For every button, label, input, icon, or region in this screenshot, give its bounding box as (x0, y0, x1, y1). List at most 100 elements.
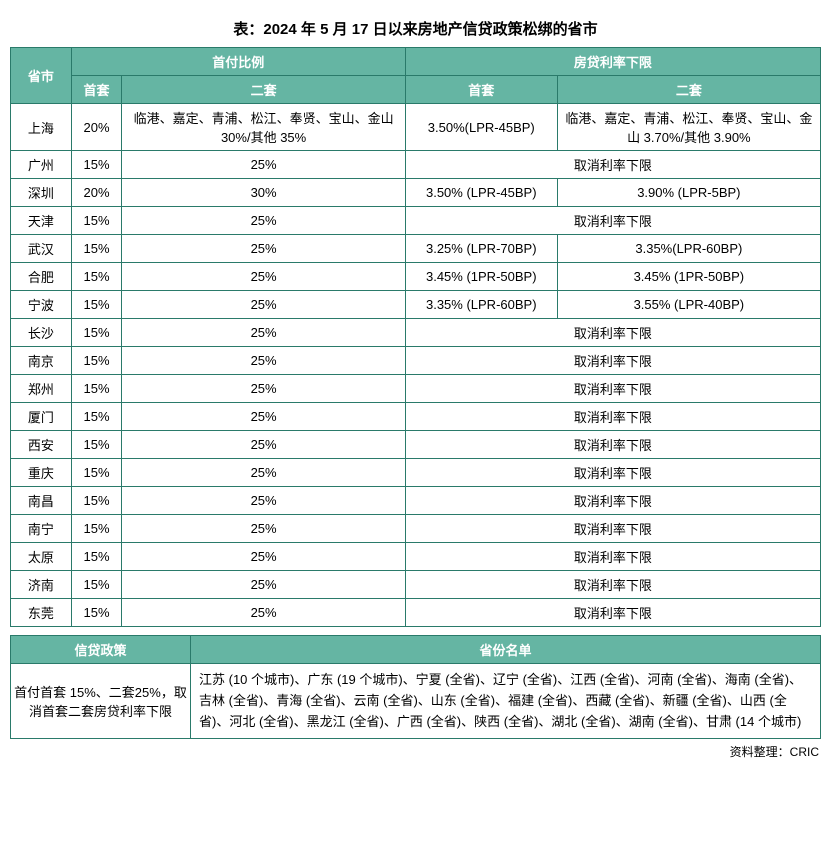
table-row: 深圳20%30%3.50% (LPR-45BP)3.90% (LPR-5BP) (11, 179, 821, 207)
cell-dp-second: 25% (122, 207, 406, 235)
table-row: 西安15%25%取消利率下限 (11, 431, 821, 459)
cell-dp-first: 15% (71, 515, 122, 543)
cell-rate-merged: 取消利率下限 (405, 431, 820, 459)
cell-city: 济南 (11, 571, 72, 599)
cell-rate-first: 3.25% (LPR-70BP) (405, 235, 557, 263)
cell-dp-second: 25% (122, 319, 406, 347)
policy-cell: 首付首套 15%、二套25%，取消首套二套房贷利率下限 (11, 664, 191, 739)
cell-rate-first: 3.50% (LPR-45BP) (405, 179, 557, 207)
cell-dp-first: 15% (71, 291, 122, 319)
cell-dp-first: 15% (71, 543, 122, 571)
cell-dp-first: 20% (71, 179, 122, 207)
bottom-table: 信贷政策 省份名单 首付首套 15%、二套25%，取消首套二套房贷利率下限 江苏… (10, 635, 821, 739)
th-downpayment: 首付比例 (71, 48, 405, 76)
cell-dp-first: 15% (71, 151, 122, 179)
th-rate: 房贷利率下限 (405, 48, 820, 76)
table-title: 表：2024 年 5 月 17 日以来房地产信贷政策松绑的省市 (10, 10, 821, 47)
cell-city: 南昌 (11, 487, 72, 515)
cell-dp-first: 15% (71, 599, 122, 627)
bottom-header-row: 信贷政策 省份名单 (11, 636, 821, 664)
cell-dp-first: 15% (71, 431, 122, 459)
main-table: 省市 首付比例 房贷利率下限 首套 二套 首套 二套 上海20%临港、嘉定、青浦… (10, 47, 821, 627)
cell-dp-second: 25% (122, 515, 406, 543)
cell-dp-second: 临港、嘉定、青浦、松江、奉贤、宝山、金山 30%/其他 35% (122, 104, 406, 151)
cell-rate-second: 3.35%(LPR-60BP) (557, 235, 820, 263)
cell-dp-second: 25% (122, 235, 406, 263)
cell-dp-second: 25% (122, 571, 406, 599)
cell-rate-merged: 取消利率下限 (405, 571, 820, 599)
cell-dp-first: 15% (71, 263, 122, 291)
cell-dp-first: 15% (71, 319, 122, 347)
cell-rate-merged: 取消利率下限 (405, 543, 820, 571)
cell-rate-merged: 取消利率下限 (405, 515, 820, 543)
cell-city: 武汉 (11, 235, 72, 263)
cell-rate-merged: 取消利率下限 (405, 319, 820, 347)
cell-dp-second: 25% (122, 487, 406, 515)
cell-rate-first: 3.50%(LPR-45BP) (405, 104, 557, 151)
cell-dp-first: 15% (71, 207, 122, 235)
cell-rate-first: 3.45% (1PR-50BP) (405, 263, 557, 291)
cell-dp-first: 15% (71, 375, 122, 403)
cell-dp-second: 25% (122, 403, 406, 431)
cell-dp-first: 15% (71, 403, 122, 431)
table-row: 宁波15%25%3.35% (LPR-60BP)3.55% (LPR-40BP) (11, 291, 821, 319)
cell-dp-second: 25% (122, 151, 406, 179)
th-dp-second: 二套 (122, 76, 406, 104)
cell-city: 厦门 (11, 403, 72, 431)
cell-city: 太原 (11, 543, 72, 571)
table-row: 武汉15%25%3.25% (LPR-70BP)3.35%(LPR-60BP) (11, 235, 821, 263)
cell-rate-second: 临港、嘉定、青浦、松江、奉贤、宝山、金山 3.70%/其他 3.90% (557, 104, 820, 151)
cell-dp-second: 25% (122, 263, 406, 291)
cell-city: 东莞 (11, 599, 72, 627)
cell-dp-second: 25% (122, 347, 406, 375)
table-row: 重庆15%25%取消利率下限 (11, 459, 821, 487)
cell-city: 郑州 (11, 375, 72, 403)
cell-rate-merged: 取消利率下限 (405, 347, 820, 375)
th-dp-first: 首套 (71, 76, 122, 104)
cell-rate-merged: 取消利率下限 (405, 375, 820, 403)
cell-rate-merged: 取消利率下限 (405, 403, 820, 431)
cell-city: 西安 (11, 431, 72, 459)
cell-rate-merged: 取消利率下限 (405, 487, 820, 515)
cell-dp-first: 15% (71, 347, 122, 375)
header-row-1: 省市 首付比例 房贷利率下限 (11, 48, 821, 76)
th-province: 省份名单 (191, 636, 821, 664)
footer-source: 资料整理：CRIC (10, 739, 821, 760)
cell-rate-second: 3.45% (1PR-50BP) (557, 263, 820, 291)
table-row: 天津15%25%取消利率下限 (11, 207, 821, 235)
table-row: 南宁15%25%取消利率下限 (11, 515, 821, 543)
cell-city: 宁波 (11, 291, 72, 319)
header-row-2: 首套 二套 首套 二套 (11, 76, 821, 104)
cell-dp-second: 25% (122, 375, 406, 403)
cell-city: 长沙 (11, 319, 72, 347)
cell-dp-second: 25% (122, 543, 406, 571)
cell-rate-merged: 取消利率下限 (405, 599, 820, 627)
th-policy: 信贷政策 (11, 636, 191, 664)
cell-rate-merged: 取消利率下限 (405, 207, 820, 235)
cell-rate-second: 3.90% (LPR-5BP) (557, 179, 820, 207)
table-row: 厦门15%25%取消利率下限 (11, 403, 821, 431)
cell-city: 重庆 (11, 459, 72, 487)
cell-rate-second: 3.55% (LPR-40BP) (557, 291, 820, 319)
cell-city: 南宁 (11, 515, 72, 543)
table-row: 南昌15%25%取消利率下限 (11, 487, 821, 515)
table-row: 广州15%25%取消利率下限 (11, 151, 821, 179)
cell-city: 上海 (11, 104, 72, 151)
cell-dp-second: 25% (122, 459, 406, 487)
table-body: 上海20%临港、嘉定、青浦、松江、奉贤、宝山、金山 30%/其他 35%3.50… (11, 104, 821, 627)
province-cell: 江苏 (10 个城市)、广东 (19 个城市)、宁夏 (全省)、辽宁 (全省)、… (191, 664, 821, 739)
bottom-data-row: 首付首套 15%、二套25%，取消首套二套房贷利率下限 江苏 (10 个城市)、… (11, 664, 821, 739)
cell-city: 合肥 (11, 263, 72, 291)
th-rate-first: 首套 (405, 76, 557, 104)
cell-city: 南京 (11, 347, 72, 375)
cell-rate-first: 3.35% (LPR-60BP) (405, 291, 557, 319)
cell-dp-first: 15% (71, 487, 122, 515)
cell-dp-second: 25% (122, 599, 406, 627)
cell-city: 天津 (11, 207, 72, 235)
cell-city: 深圳 (11, 179, 72, 207)
table-row: 上海20%临港、嘉定、青浦、松江、奉贤、宝山、金山 30%/其他 35%3.50… (11, 104, 821, 151)
table-row: 郑州15%25%取消利率下限 (11, 375, 821, 403)
th-city: 省市 (11, 48, 72, 104)
cell-dp-second: 25% (122, 431, 406, 459)
table-row: 合肥15%25%3.45% (1PR-50BP)3.45% (1PR-50BP) (11, 263, 821, 291)
